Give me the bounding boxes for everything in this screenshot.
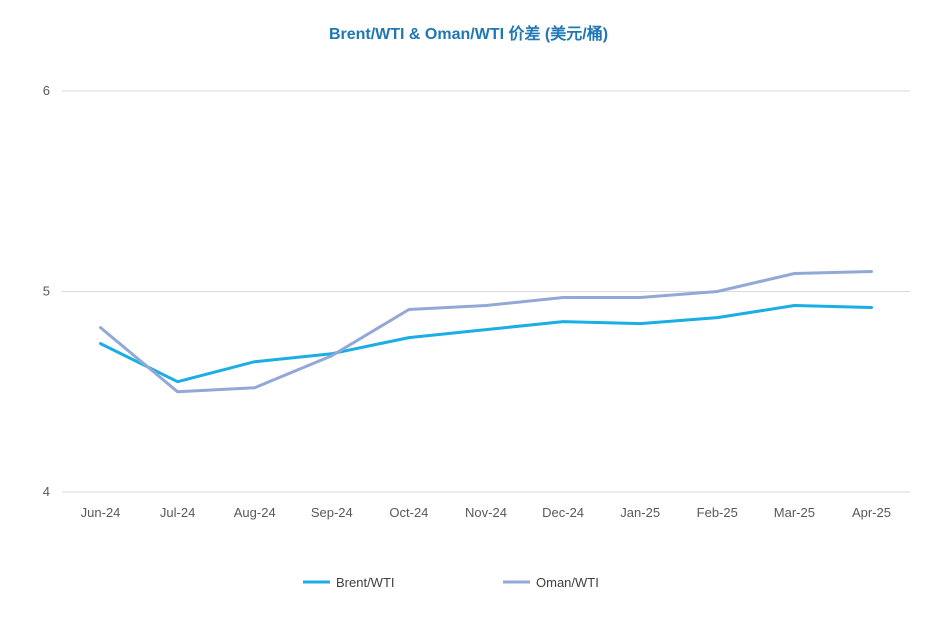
- legend-label: Brent/WTI: [336, 575, 395, 590]
- x-tick-label: Apr-25: [852, 505, 891, 520]
- x-tick-label: Aug-24: [234, 505, 276, 520]
- x-tick-label: Feb-25: [697, 505, 738, 520]
- x-tick-label: Mar-25: [774, 505, 815, 520]
- chart-title: Brent/WTI & Oman/WTI 价差 (美元/桶): [328, 26, 609, 43]
- legend-label: Oman/WTI: [536, 575, 599, 590]
- x-tick-label: Dec-24: [542, 505, 584, 520]
- x-tick-label: Sep-24: [311, 505, 353, 520]
- x-tick-label: Jan-25: [620, 505, 660, 520]
- series-line-brent-wti: [99, 304, 873, 384]
- y-tick-label: 5: [43, 284, 50, 299]
- y-tick-label: 4: [43, 484, 50, 499]
- series-line-oman-wti: [99, 270, 873, 394]
- x-tick-label: Jul-24: [160, 505, 195, 520]
- y-tick-label: 6: [43, 83, 50, 98]
- x-tick-label: Oct-24: [389, 505, 428, 520]
- x-tick-label: Nov-24: [465, 505, 507, 520]
- x-tick-label: Jun-24: [81, 505, 121, 520]
